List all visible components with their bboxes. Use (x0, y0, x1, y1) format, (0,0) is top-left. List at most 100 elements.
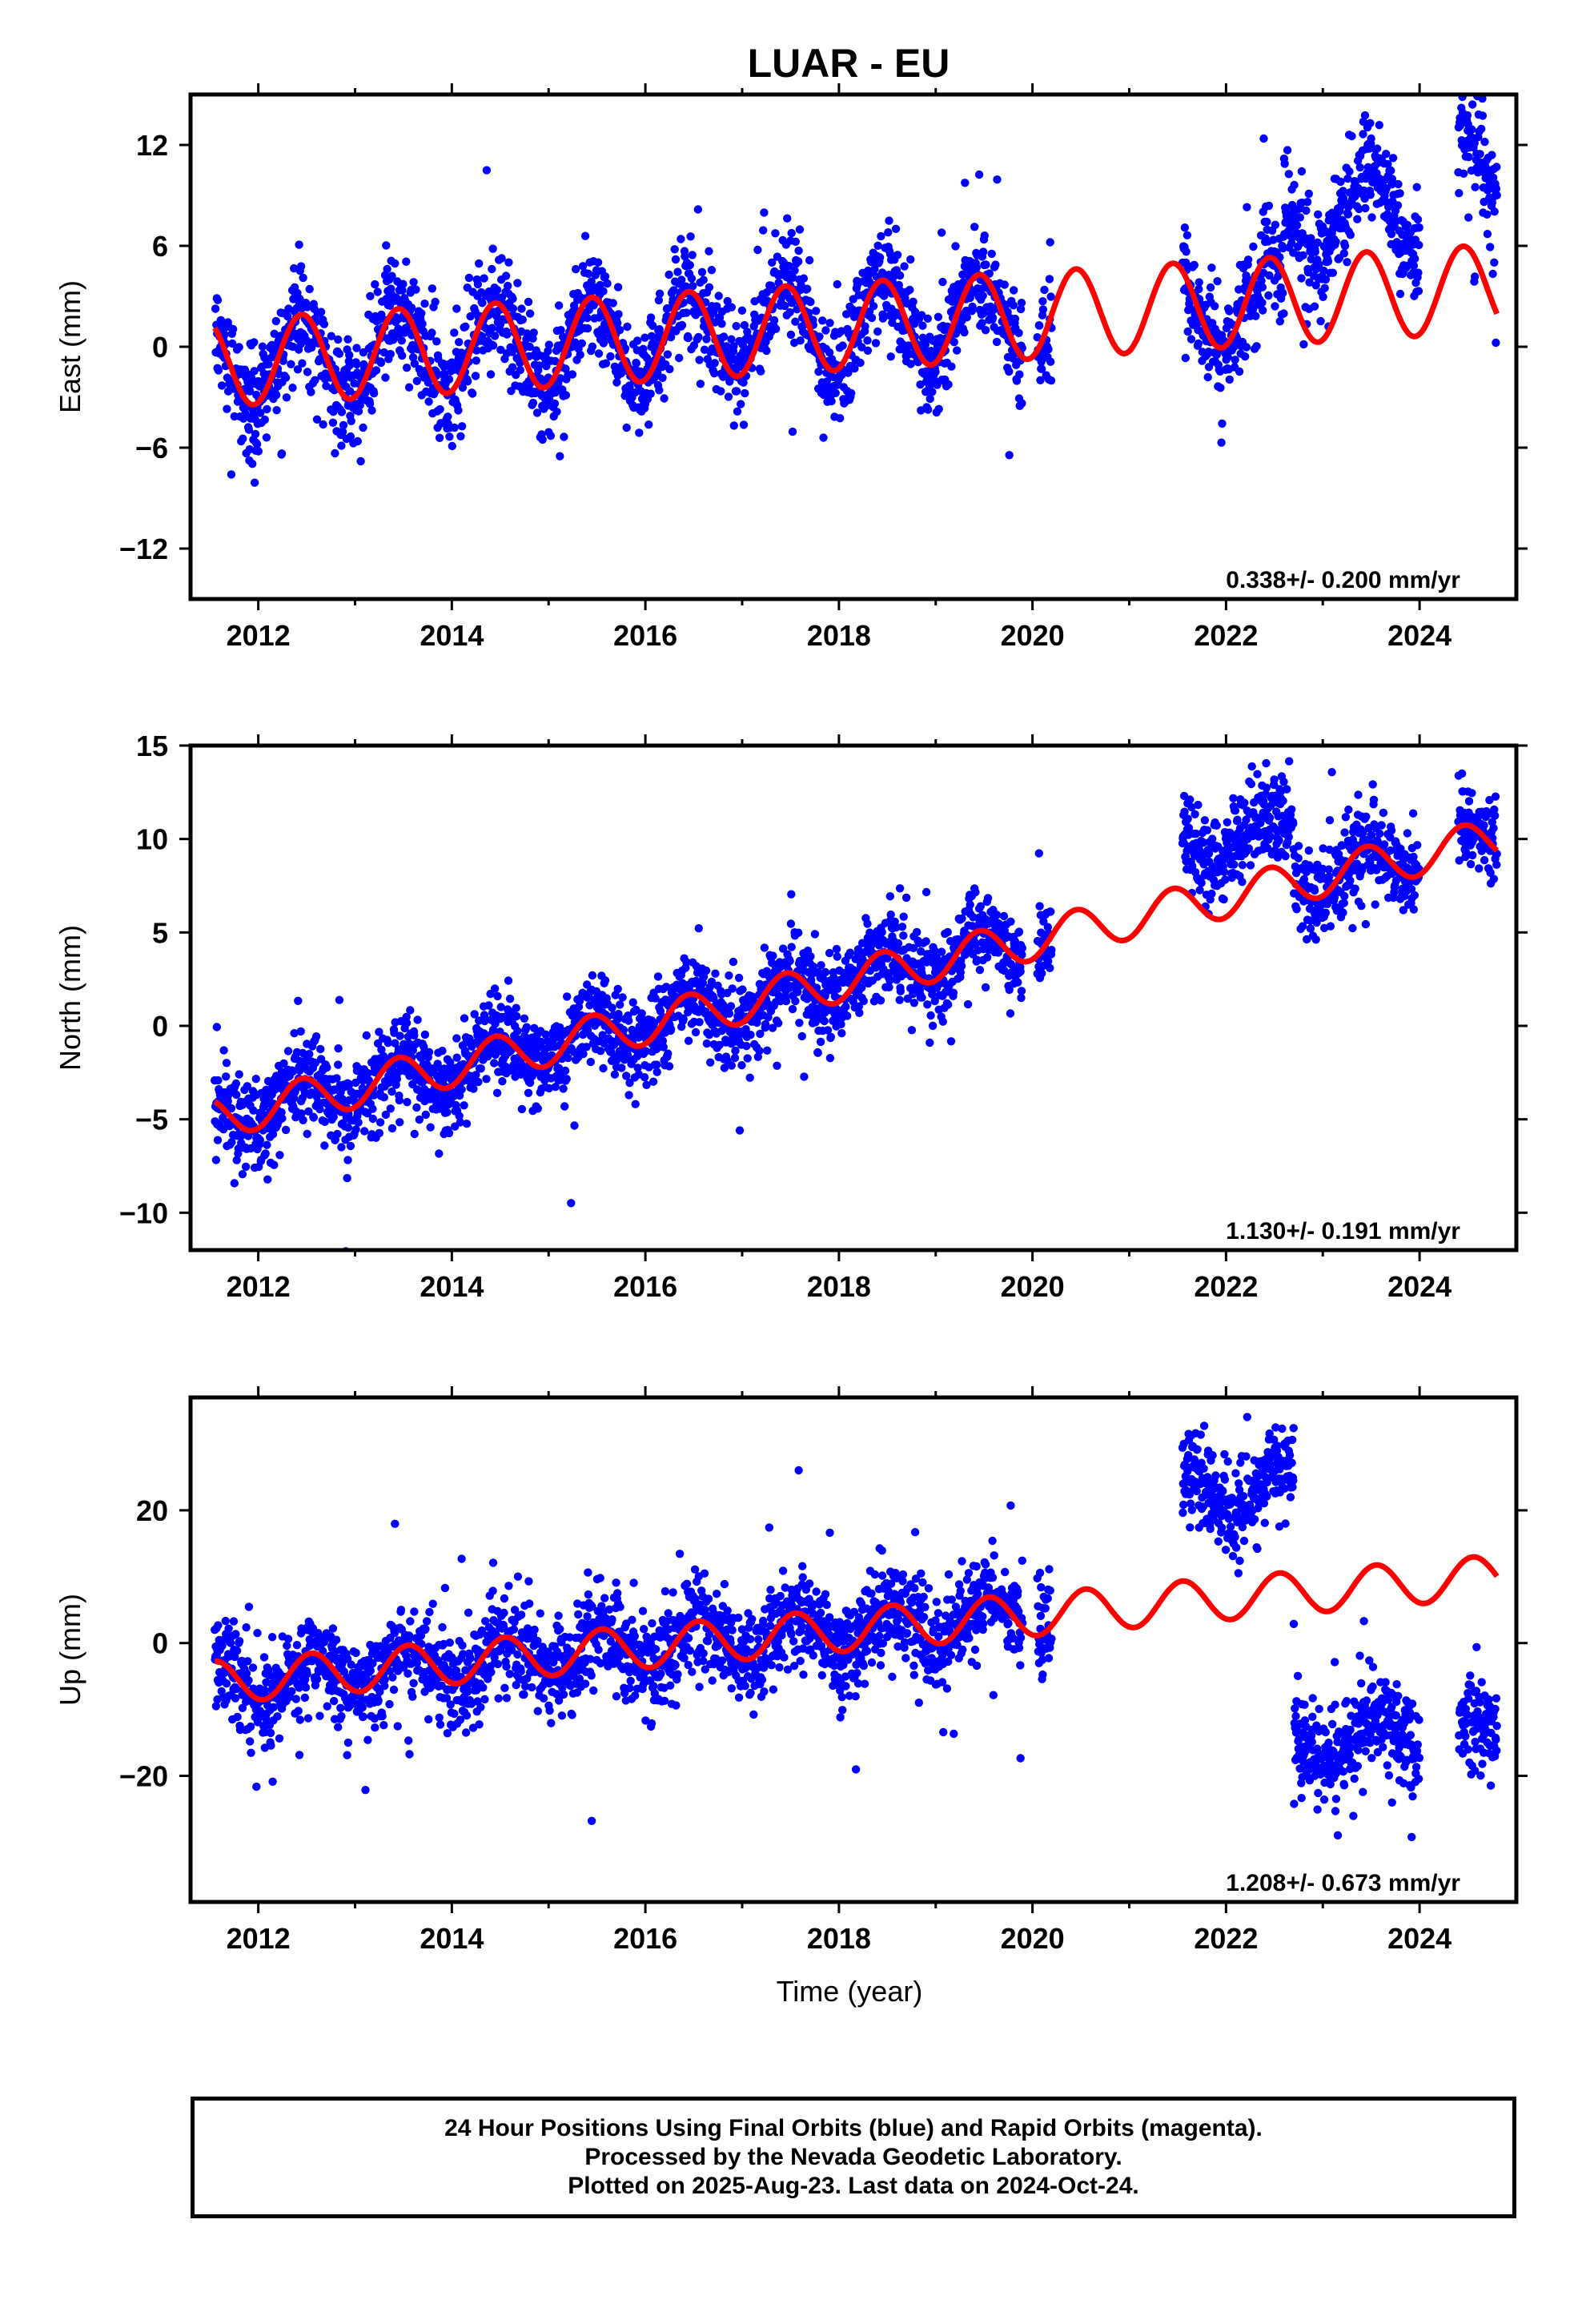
data-point (729, 421, 738, 430)
data-point (817, 961, 825, 970)
data-point (705, 283, 714, 292)
data-point (1038, 969, 1046, 978)
data-point (1328, 268, 1338, 277)
x-tick-label: 2012 (227, 619, 291, 652)
data-point (460, 1101, 468, 1110)
data-point (232, 1156, 241, 1164)
data-point (1195, 278, 1203, 287)
data-point (1259, 134, 1268, 143)
data-point (1264, 201, 1274, 211)
data-point (923, 1000, 932, 1009)
data-point (1038, 297, 1047, 306)
data-point (1302, 206, 1311, 215)
data-point (346, 432, 355, 441)
data-point (293, 365, 303, 374)
data-point (934, 312, 943, 321)
data-point (227, 1104, 236, 1113)
data-point (379, 1093, 388, 1102)
data-point (1203, 372, 1212, 382)
data-point (1186, 795, 1195, 804)
data-point (652, 333, 661, 343)
data-point (1313, 238, 1323, 247)
data-point (335, 349, 344, 358)
data-point (583, 313, 592, 323)
data-point (264, 360, 273, 368)
data-point (600, 334, 608, 344)
data-point (1035, 902, 1044, 911)
data-point (757, 367, 765, 376)
data-point (354, 1118, 363, 1127)
data-point (417, 309, 426, 318)
data-point (624, 1091, 633, 1100)
data-point (1271, 302, 1279, 311)
data-point (1046, 238, 1054, 247)
data-point (376, 358, 386, 368)
data-point (926, 394, 934, 404)
data-point (1343, 258, 1351, 267)
data-point (305, 284, 314, 294)
east-model-curve (212, 243, 1500, 408)
data-point (873, 327, 882, 336)
data-point (906, 255, 915, 264)
data-point (791, 317, 800, 326)
data-point (556, 452, 564, 460)
data-point (524, 297, 533, 307)
data-point (812, 307, 821, 316)
data-point (1271, 220, 1280, 229)
data-point (820, 1016, 829, 1026)
data-point (917, 993, 926, 1002)
data-point (762, 346, 771, 356)
data-point (435, 1149, 444, 1158)
data-point (1323, 257, 1333, 266)
data-point (1455, 189, 1464, 198)
data-point (734, 973, 744, 983)
data-point (287, 360, 295, 368)
data-point (568, 370, 577, 379)
data-point (432, 337, 441, 346)
data-point (1242, 271, 1251, 280)
data-point (740, 320, 749, 330)
data-point (255, 1136, 265, 1144)
data-point (832, 944, 841, 954)
data-point (402, 257, 411, 266)
data-point (1383, 210, 1392, 219)
data-point (600, 272, 610, 281)
data-point (926, 1038, 934, 1047)
data-point (723, 296, 732, 306)
data-point (938, 1017, 948, 1026)
data-point (1470, 139, 1480, 147)
data-point (211, 304, 220, 313)
data-point (570, 1121, 579, 1130)
data-point (608, 1003, 616, 1012)
data-point (724, 392, 733, 401)
data-point (1303, 198, 1312, 207)
data-point (525, 342, 534, 352)
data-point (424, 1047, 434, 1057)
data-point (552, 407, 561, 416)
data-point (814, 368, 823, 376)
data-point (309, 1113, 318, 1122)
data-point (338, 1095, 347, 1104)
data-point (735, 1126, 745, 1135)
data-point (655, 289, 665, 298)
data-point (263, 1175, 272, 1184)
data-point (931, 368, 940, 376)
data-point (560, 1066, 570, 1076)
data-point (1242, 343, 1251, 352)
data-point (608, 299, 617, 308)
data-point (786, 330, 796, 340)
data-point (381, 373, 390, 382)
data-point (261, 1149, 270, 1158)
data-point (612, 378, 621, 387)
data-point (473, 279, 483, 289)
data-point (1304, 189, 1314, 199)
data-point (788, 427, 797, 436)
data-point (379, 348, 388, 357)
data-point (813, 1048, 822, 1057)
data-point (1464, 213, 1473, 222)
data-point (673, 267, 682, 276)
data-point (1195, 886, 1204, 895)
data-point (745, 1073, 754, 1083)
data-point (924, 405, 933, 414)
data-point (1036, 376, 1045, 384)
